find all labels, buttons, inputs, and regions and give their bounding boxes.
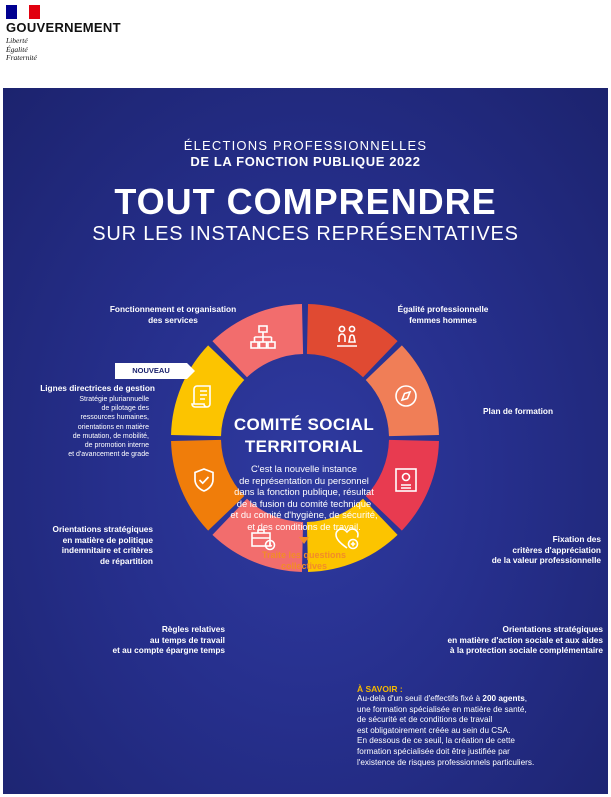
segment-org-chart (212, 304, 304, 378)
sublabel-lignes-directrices: Stratégie pluriannuelle de pilotage des re… (68, 396, 149, 459)
motto-fraternite: Fraternité (6, 53, 37, 62)
savoir-text: Au-delà d'un seuil d'effectifs fixé à 20… (357, 694, 535, 767)
segment-briefcase-clock (212, 498, 304, 572)
nouveau-badge: NOUVEAU (115, 363, 187, 379)
segment-heart-plus (306, 498, 398, 572)
center-title: COMITÉ SOCIAL TERRITORIAL (233, 415, 375, 456)
label-fixation-criteres: Fixation des critères d'appréciation de la… (491, 534, 601, 565)
main-title: TOUT COMPRENDRE (114, 181, 497, 222)
savoir-heading: À SAVOIR : (357, 684, 403, 694)
heart-plus-icon (334, 527, 359, 549)
down-triangle-icon (299, 537, 309, 544)
segment-compass (365, 345, 439, 437)
segment-shield-check (171, 439, 245, 531)
motto-liberte: Liberté (6, 36, 28, 45)
label-fonctionnement: Fonctionnement et organisation des servic… (109, 304, 237, 325)
label-temps-travail: Règles relatives au temps de travail et au… (112, 624, 226, 655)
segment-equality (306, 304, 398, 378)
segment-ring (171, 304, 439, 572)
label-lignes-directrices: Lignes directrices de gestion (40, 383, 155, 393)
equality-icon (336, 325, 357, 348)
center-description: C'est la nouvelle instance de représentat… (230, 463, 378, 532)
flag-icon (6, 5, 40, 19)
government-logo: GOUVERNEMENT Liberté Égalité Fraternité (3, 3, 143, 73)
certificate-icon (394, 467, 417, 492)
header-line1: ÉLECTIONS PROFESSIONNELLES (183, 138, 428, 153)
compass-icon (394, 385, 417, 408)
motto-egalite: Égalité (6, 44, 28, 54)
logo-motto: Liberté Égalité Fraternité (6, 36, 37, 63)
briefcase-clock-icon (251, 528, 276, 550)
label-politique-indemnitaire: Orientations stratégiques en matière de p… (52, 524, 153, 566)
label-plan-formation: Plan de formation (483, 406, 554, 416)
document-scroll-icon (191, 385, 212, 409)
nouveau-badge-tail (187, 363, 195, 379)
infographic-poster: ÉLECTIONS PROFESSIONNELLES DE LA FONCTIO… (3, 88, 608, 794)
shield-check-icon (194, 467, 215, 492)
segment-document-scroll (171, 345, 245, 437)
main-subtitle: SUR LES INSTANCES REPRÉSENTATIVES (92, 223, 519, 245)
header-line2: DE LA FONCTION PUBLIQUE 2022 (190, 154, 421, 169)
org-chart-icon (250, 325, 277, 350)
center-cta: Traite les questions collectives (261, 550, 347, 571)
label-egalite: Égalité professionnelle femmes hommes (397, 304, 489, 325)
logo-title: GOUVERNEMENT (6, 20, 121, 35)
label-action-sociale: Orientations stratégiques en matière d'ac… (447, 624, 603, 655)
